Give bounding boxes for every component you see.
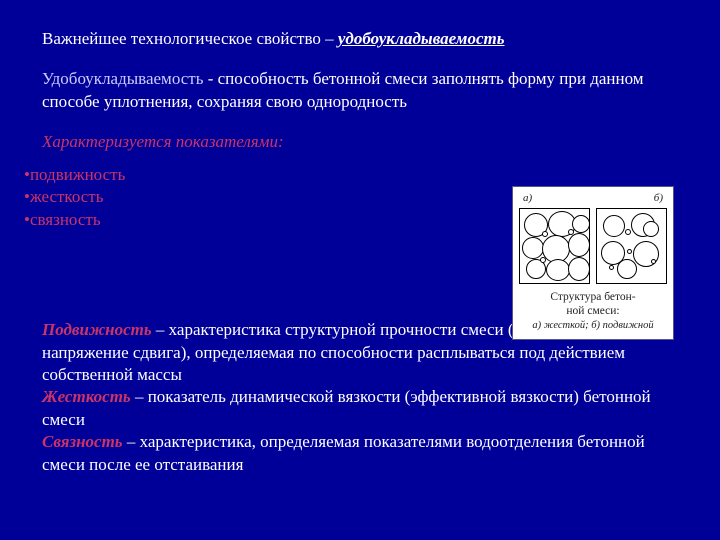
figure-label-b: б) bbox=[654, 191, 663, 206]
figure-label-a: а) bbox=[523, 191, 532, 206]
structure-figure: а) б) bbox=[512, 186, 674, 340]
term-stiffness-text: – показатель динамической вязкости (эффе… bbox=[42, 387, 651, 428]
figure-top-labels: а) б) bbox=[517, 191, 669, 206]
figure-caption-line2: ной смеси: bbox=[566, 305, 619, 317]
figure-caption-line1: Структура бетон- bbox=[550, 291, 635, 303]
headline-term: удобоукладываемость bbox=[338, 29, 505, 48]
definition-stiffness: Жесткость – показатель динамической вязк… bbox=[42, 386, 680, 431]
term-cohesion: Связность bbox=[42, 432, 123, 451]
term-cohesion-text: – характеристика, определяемая показател… bbox=[42, 432, 645, 473]
figure-caption: Структура бетон- ной смеси: а) жесткой; … bbox=[517, 290, 669, 333]
term-mobility: Подвижность bbox=[42, 320, 152, 339]
definition-block: Удобоукладываемость - способность бетонн… bbox=[42, 68, 680, 113]
slide: Важнейшее технологическое свойство – удо… bbox=[0, 0, 720, 540]
figure-cells bbox=[517, 208, 669, 288]
section-heading: Характеризуется показателями: bbox=[42, 131, 680, 153]
headline: Важнейшее технологическое свойство – удо… bbox=[42, 28, 680, 50]
figure-caption-line3: а) жесткой; б) подвижной bbox=[532, 320, 653, 331]
figure-cell-b bbox=[596, 208, 667, 284]
definition-sep: - bbox=[203, 69, 217, 88]
bullet-item: •подвижность bbox=[24, 164, 680, 186]
definition-cohesion: Связность – характеристика, определяемая… bbox=[42, 431, 680, 476]
definitions-block: Подвижность – характеристика структурной… bbox=[42, 319, 680, 476]
definition-label: Удобоукладываемость bbox=[42, 69, 203, 88]
figure-cell-a bbox=[519, 208, 590, 284]
term-stiffness: Жесткость bbox=[42, 387, 131, 406]
headline-prefix: Важнейшее технологическое свойство – bbox=[42, 29, 338, 48]
